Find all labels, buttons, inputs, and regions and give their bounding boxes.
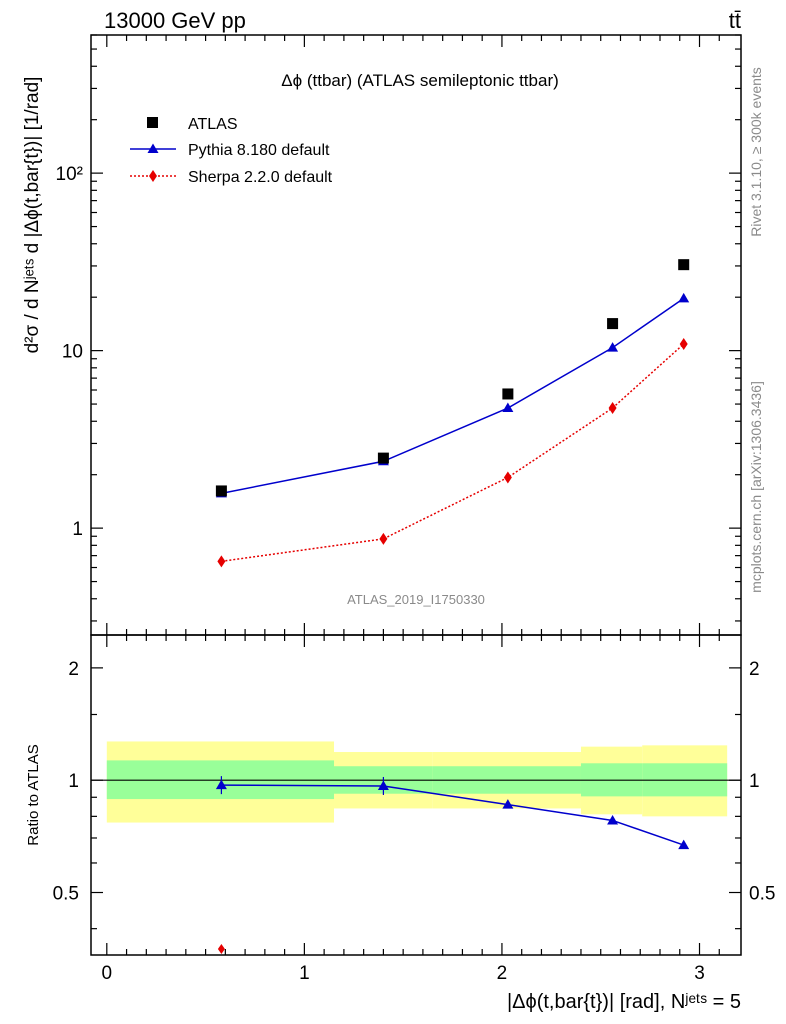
pythia-point xyxy=(607,342,619,352)
ratio-x-tick-label: 0 xyxy=(102,963,113,984)
legend-label-sherpa: Sherpa 2.2.0 default xyxy=(188,169,333,186)
ratio-pythia-point xyxy=(377,780,389,790)
pythia-point xyxy=(678,292,690,303)
ratio-pythia-point xyxy=(502,799,514,809)
sherpa-point xyxy=(379,532,388,545)
main-plot-marks xyxy=(215,259,690,568)
ratio-x-tick-label: 3 xyxy=(694,963,705,984)
main-y-tick-label: 10 xyxy=(62,342,83,363)
ratio-uncertainty-bands xyxy=(106,741,728,823)
legend: ATLAS Pythia 8.180 default Sherpa 2.2.0 … xyxy=(130,116,333,186)
legend-marker-sherpa xyxy=(149,170,157,182)
ratio-y-tick-label-left: 1 xyxy=(68,771,79,792)
atlas-point xyxy=(502,388,514,400)
atlas-point xyxy=(377,452,389,464)
ratio-plot-frame xyxy=(90,634,742,956)
legend-label-atlas: ATLAS xyxy=(188,116,238,133)
process-label: tt̄ xyxy=(729,8,741,33)
x-axis-label: |Δϕ(t,bar{t})| [rad], Nʲᵉᵗˢ = 5 xyxy=(507,991,741,1013)
ratio-pythia-point xyxy=(215,779,227,790)
legend-marker-atlas xyxy=(147,117,158,128)
ratio-pythia-point xyxy=(678,839,690,850)
mcplots-label: mcplots.cern.ch [arXiv:1306.3436] xyxy=(748,381,764,593)
energy-label: 13000 GeV pp xyxy=(104,8,246,33)
main-axis-ticks: 1 10 10² xyxy=(56,34,741,635)
sherpa-line xyxy=(221,343,685,563)
ratio-plot-marks xyxy=(91,776,741,954)
sherpa-point xyxy=(503,471,512,484)
sherpa-point xyxy=(217,555,226,568)
ratio-sherpa-point xyxy=(217,944,225,954)
main-y-axis-label: d²σ / d Nʲᵉᵗˢ d |Δϕ(t,bar{t})| [1/rad] xyxy=(22,77,43,354)
ratio-x-tick-label: 1 xyxy=(299,963,310,984)
ratio-y-tick-label-left: 0.5 xyxy=(53,884,79,905)
ratio-y-axis-label: Ratio to ATLAS xyxy=(25,744,42,845)
rivet-label: Rivet 3.1.10, ≥ 300k events xyxy=(748,67,764,237)
atlas-point xyxy=(607,318,619,330)
atlas-point xyxy=(678,259,690,271)
legend-label-pythia: Pythia 8.180 default xyxy=(188,142,330,159)
ratio-pythia-point xyxy=(607,814,619,825)
ratio-y-tick-label-right: 1 xyxy=(749,771,760,792)
chart-title: Δϕ (ttbar) (ATLAS semileptonic ttbar) xyxy=(281,71,559,90)
main-y-tick-label: 1 xyxy=(72,519,83,540)
ratio-y-tick-label-right: 0.5 xyxy=(749,884,775,905)
atlas-point xyxy=(215,485,227,497)
sherpa-point xyxy=(679,337,688,350)
main-y-tick-label: 10² xyxy=(56,164,83,185)
legend-marker-pythia xyxy=(147,143,159,153)
ratio-y-tick-label-left: 2 xyxy=(68,659,79,680)
ratio-x-tick-label: 2 xyxy=(497,963,508,984)
ratio-y-tick-label-right: 2 xyxy=(749,659,760,680)
pythia-point xyxy=(502,402,514,413)
analysis-watermark: ATLAS_2019_I1750330 xyxy=(347,592,485,607)
sherpa-point xyxy=(608,402,617,415)
